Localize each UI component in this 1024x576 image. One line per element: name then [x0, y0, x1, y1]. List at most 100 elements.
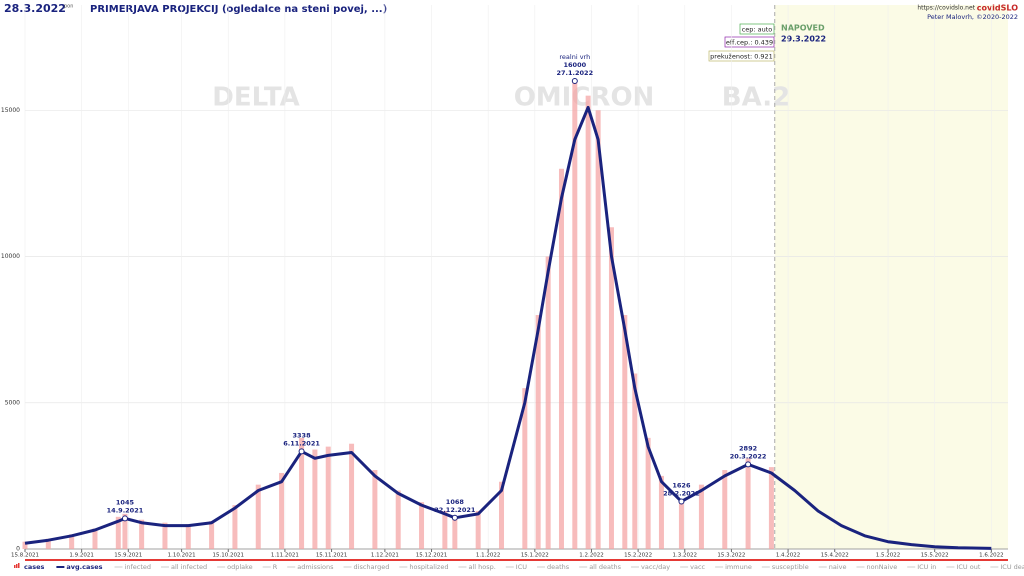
- point-value: 1626: [672, 481, 691, 489]
- legend-label: ICU deaths: [1000, 563, 1024, 571]
- point-marker: [298, 448, 305, 455]
- bar: [325, 446, 331, 549]
- point-marker: [745, 461, 752, 468]
- legend-label: hospitalized: [409, 563, 448, 571]
- bar: [499, 481, 505, 549]
- legend-icon: [14, 565, 16, 568]
- forecast-date: 29.3.2022: [781, 35, 826, 44]
- point-date: 22.12.2021: [434, 506, 476, 514]
- bar: [312, 449, 318, 549]
- forecast-label: NAPOVED: [781, 24, 825, 33]
- x-tick-label: 15.5.2022: [921, 553, 949, 559]
- x-tick-label: 1.10.2021: [168, 553, 196, 559]
- x-tick-label: 15.4.2022: [821, 553, 849, 559]
- x-tick-label: 1.11.2021: [271, 553, 299, 559]
- legend-label: ICU in: [917, 563, 936, 571]
- bar: [622, 315, 628, 549]
- legend-label: avg.cases: [66, 563, 102, 571]
- bar: [279, 472, 285, 549]
- author: Peter Malovrh, ©2020-2022: [927, 13, 1018, 21]
- bar: [632, 373, 638, 549]
- wave-label: DELTA: [212, 83, 299, 113]
- point-marker: [571, 78, 578, 85]
- bar: [722, 470, 728, 549]
- point-value: 1045: [116, 498, 135, 506]
- legend-label: ICU out: [956, 563, 980, 571]
- legend-label: vacc/day: [641, 563, 670, 571]
- legend-label: discharged: [354, 563, 390, 571]
- x-tick-label: 15.8.2021: [11, 553, 39, 559]
- legend-label: nonNaive: [867, 563, 898, 571]
- y-tick-label: 5000: [5, 399, 20, 406]
- legend-label: ICU: [516, 563, 527, 571]
- point-value: 3338: [293, 431, 312, 439]
- point-label: realni vrh: [559, 53, 590, 61]
- param-box: [739, 23, 775, 35]
- bar: [299, 437, 305, 549]
- x-tick-label: 1.12.2021: [371, 553, 399, 559]
- bar: [115, 516, 121, 549]
- legend-label: cases: [24, 563, 45, 571]
- forecast-area: [774, 5, 1008, 549]
- bar: [255, 484, 261, 549]
- x-tick-label: 1.6.2022: [979, 553, 1004, 559]
- legend-label: infected: [125, 563, 151, 571]
- y-tick-label: 15000: [1, 107, 20, 114]
- chart-title: PRIMERJAVA PROJEKCIJ (ogledalce na steni…: [90, 4, 387, 15]
- bar: [232, 505, 238, 549]
- legend-label: all deaths: [589, 563, 621, 571]
- param-box: [724, 36, 775, 48]
- bar: [22, 541, 28, 549]
- x-tick-label: 1.4.2022: [776, 553, 801, 559]
- bar: [572, 81, 578, 550]
- param: cep: auto: [742, 26, 773, 34]
- bar: [139, 519, 145, 549]
- bar: [595, 110, 601, 550]
- bar: [45, 538, 51, 549]
- bar: [558, 168, 564, 549]
- point-value: 1068: [446, 498, 465, 506]
- x-tick-label: 15.1.2022: [521, 553, 549, 559]
- bar: [585, 95, 591, 550]
- bar: [545, 256, 551, 549]
- bar: [122, 513, 128, 549]
- bar: [698, 484, 704, 549]
- x-tick-label: 1.2.2022: [579, 553, 604, 559]
- bar: [745, 458, 751, 549]
- bar: [372, 470, 378, 549]
- bar: [92, 528, 98, 549]
- y-tick-label: 10000: [1, 253, 20, 260]
- wave-label: OMICRON: [514, 83, 655, 113]
- point-marker: [121, 515, 128, 522]
- legend-icon: [18, 563, 20, 568]
- date: 28.3.2022: [4, 2, 66, 15]
- legend-label: immune: [725, 563, 752, 571]
- point-value: 2892: [739, 444, 757, 452]
- bar: [419, 502, 425, 549]
- bar: [442, 510, 448, 549]
- bar: [768, 467, 774, 549]
- x-tick-label: 15.10.2021: [213, 553, 245, 559]
- legend-label: deaths: [547, 563, 570, 571]
- x-tick-label: 15.12.2021: [416, 553, 448, 559]
- legend-label: all infected: [171, 563, 207, 571]
- point-date: 6.11.2021: [283, 439, 320, 447]
- point-marker: [678, 498, 685, 505]
- brand: covidSLO: [977, 4, 1018, 13]
- wave-label: BA.2: [722, 83, 790, 113]
- bar: [522, 388, 528, 549]
- bar: [678, 499, 684, 549]
- point-date: 14.9.2021: [107, 506, 144, 514]
- bar: [349, 443, 355, 549]
- legend-icon: [16, 564, 18, 568]
- weekday: pon: [64, 4, 73, 10]
- site: https://covidslo.net: [917, 5, 975, 12]
- legend-label: all hosp.: [468, 563, 495, 571]
- param: prekuženost: 0.921: [710, 53, 773, 61]
- point-date: 27.1.2022: [557, 69, 594, 77]
- x-tick-label: 1.3.2022: [673, 553, 698, 559]
- bar: [535, 315, 541, 549]
- bar: [395, 490, 401, 549]
- legend-label: odplake: [227, 563, 253, 571]
